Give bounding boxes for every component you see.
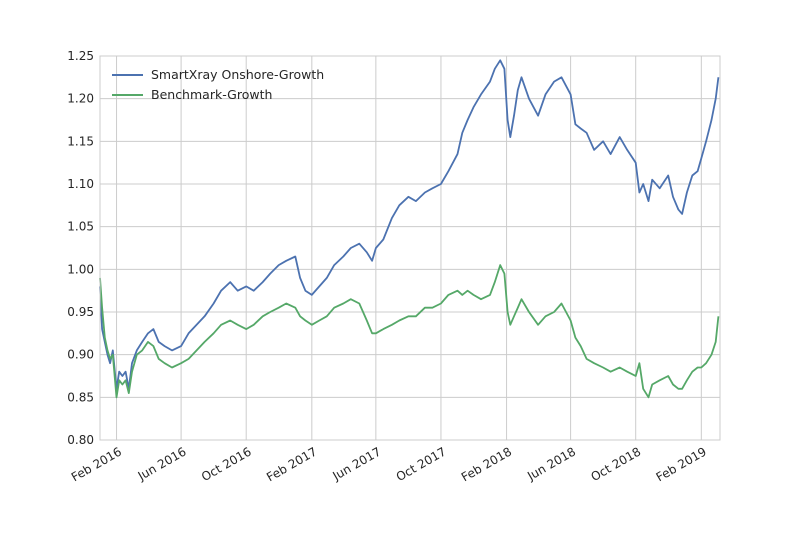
y-tick-label: 1.15	[67, 134, 94, 148]
y-tick-label: 1.20	[67, 92, 94, 106]
legend: SmartXray Onshore-Growth Benchmark-Growth	[112, 67, 324, 102]
x-tick-label: Oct 2016	[199, 444, 254, 484]
series-line-benchmark	[99, 264, 720, 399]
x-tick-label: Feb 2018	[459, 444, 514, 484]
x-tick-label: Oct 2018	[588, 444, 643, 484]
y-tick-label: 0.80	[67, 433, 94, 447]
legend-label: SmartXray Onshore-Growth	[151, 67, 324, 82]
x-tick-label: Jun 2016	[135, 444, 189, 483]
series-layer	[99, 59, 720, 399]
y-tick-label: 1.10	[67, 177, 94, 191]
y-tick-label: 0.95	[67, 305, 94, 319]
y-axis: 0.80 0.85 0.90 0.95 1.00 1.05 1.10 1.15 1.20 1.25	[67, 49, 94, 447]
grid-lines	[100, 55, 720, 441]
y-tick-label: 1.05	[67, 220, 94, 234]
series-line-smartxray	[99, 59, 720, 390]
y-tick-label: 0.85	[67, 390, 94, 404]
x-tick-label: Oct 2017	[394, 444, 449, 484]
plot-frame	[99, 55, 721, 441]
y-tick-label: 1.00	[67, 262, 94, 276]
x-tick-label: Jun 2018	[524, 444, 578, 483]
x-tick-label: Feb 2019	[654, 444, 709, 484]
plot-background	[100, 56, 720, 440]
x-tick-label: Jun 2017	[329, 444, 383, 483]
x-tick-label: Feb 2016	[69, 444, 124, 484]
legend-label: Benchmark-Growth	[151, 87, 272, 102]
x-axis: Feb 2016 Jun 2016 Oct 2016 Feb 2017 Jun 2017…	[69, 444, 709, 484]
y-tick-label: 0.90	[67, 348, 94, 362]
y-tick-label: 1.25	[67, 49, 94, 63]
x-tick-label: Feb 2017	[264, 444, 319, 484]
